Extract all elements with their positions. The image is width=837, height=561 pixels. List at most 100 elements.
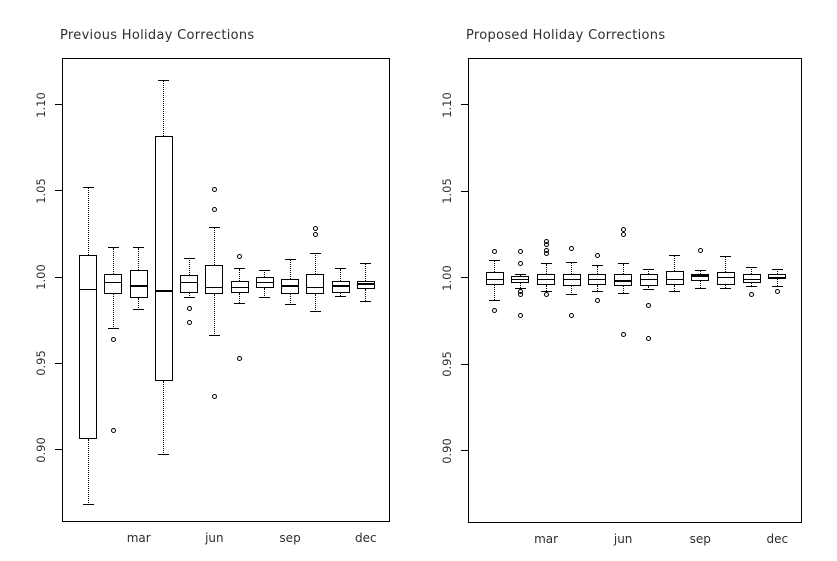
outlier-point xyxy=(211,207,217,213)
box-body xyxy=(614,274,633,287)
y-tick-label: 1.00 xyxy=(34,264,48,290)
outlier-point xyxy=(646,302,652,308)
whisker-lower xyxy=(622,286,624,294)
whisker-lower xyxy=(314,294,316,312)
outlier-point xyxy=(211,186,217,192)
whisker-cap-lower xyxy=(669,291,681,292)
box-body xyxy=(306,273,325,295)
whisker-lower xyxy=(264,287,266,298)
outlier-point xyxy=(594,297,600,303)
median-line xyxy=(716,276,735,279)
whisker-upper xyxy=(264,270,266,278)
whisker-cap-upper xyxy=(82,187,94,188)
y-tick-mark xyxy=(55,104,62,106)
outlier-point xyxy=(646,335,652,341)
median-line xyxy=(230,286,249,289)
median-line xyxy=(281,285,300,287)
y-tick-mark xyxy=(461,277,468,279)
whisker-cap-upper xyxy=(183,257,195,259)
plot-area-proposed: 0.90 0.95 1.00 1.05 1.10 mar jun sep dec xyxy=(440,58,802,546)
whisker-upper xyxy=(340,268,342,281)
chart-title-previous: Previous Holiday Corrections xyxy=(60,28,255,43)
y-tick-label: 1.05 xyxy=(440,178,454,205)
whisker-cap-upper xyxy=(284,259,296,261)
whisker-cap-lower xyxy=(259,297,271,299)
median-line xyxy=(511,278,530,281)
box-body xyxy=(154,135,173,381)
whisker-upper xyxy=(545,263,547,275)
x-tick-label: jun xyxy=(205,531,224,545)
outlier-point xyxy=(237,254,243,259)
median-line xyxy=(537,278,556,281)
median-line xyxy=(356,283,375,285)
box-body xyxy=(281,278,300,295)
outlier-point xyxy=(620,332,626,338)
whisker-lower xyxy=(365,289,367,302)
whisker-cap-lower xyxy=(694,287,706,289)
y-tick-label: 0.90 xyxy=(34,436,48,463)
whisker-upper xyxy=(188,258,190,276)
whisker-cap-lower xyxy=(234,302,246,304)
median-line xyxy=(331,285,350,287)
whisker-cap-upper xyxy=(771,268,783,270)
x-tick-label: sep xyxy=(689,532,711,546)
box-body xyxy=(104,273,123,295)
whisker-cap-lower xyxy=(284,304,296,306)
y-tick-label: 1.10 xyxy=(440,91,454,118)
median-line xyxy=(691,275,710,277)
box-body xyxy=(665,270,684,285)
whisker-lower xyxy=(239,292,241,304)
whisker-upper xyxy=(648,269,650,275)
whisker-cap-lower xyxy=(82,504,94,506)
x-tick-label: mar xyxy=(126,531,151,545)
y-tick-mark xyxy=(461,363,468,365)
y-tick-label: 1.05 xyxy=(34,178,48,204)
whisker-upper xyxy=(519,274,521,276)
whisker-cap-lower xyxy=(183,297,195,299)
x-tick-label: sep xyxy=(279,531,301,545)
median-line xyxy=(205,286,224,289)
whisker-upper xyxy=(751,267,753,275)
whisker-cap-upper xyxy=(259,269,271,271)
whisker-lower xyxy=(545,284,547,292)
whisker-cap-lower xyxy=(360,300,372,302)
whisker-lower xyxy=(674,284,676,292)
whisker-cap-upper xyxy=(514,273,526,275)
whisker-cap-lower xyxy=(566,294,578,296)
whisker-upper xyxy=(596,265,598,275)
outlier-point xyxy=(517,261,523,267)
y-tick-label: 1.00 xyxy=(440,264,454,291)
box-body xyxy=(768,274,787,280)
whisker-cap-upper xyxy=(566,261,578,263)
median-line xyxy=(639,278,658,281)
outlier-point xyxy=(110,428,116,434)
whisker-upper xyxy=(494,260,496,273)
median-line xyxy=(104,281,123,284)
whisker-lower xyxy=(188,292,190,298)
whisker-cap-upper xyxy=(591,265,603,267)
outlier-point xyxy=(211,393,217,399)
whisker-lower xyxy=(751,282,753,287)
outlier-point xyxy=(543,242,549,248)
plot-area-previous: 0.90 0.95 1.00 1.05 1.10 mar jun sep dec xyxy=(34,58,390,545)
x-tick-label: dec xyxy=(354,531,377,545)
whisker-cap-upper xyxy=(694,270,706,272)
outlier-point xyxy=(186,305,192,311)
whisker-lower xyxy=(648,286,650,290)
outlier-point xyxy=(492,308,498,313)
box-body xyxy=(742,274,761,283)
x-tick-label: dec xyxy=(766,532,789,546)
median-line xyxy=(79,288,98,291)
whisker-cap-lower xyxy=(643,289,655,291)
whisker-cap-lower xyxy=(746,285,758,287)
whisker-cap-upper xyxy=(746,266,758,268)
whisker-cap-lower xyxy=(514,287,526,289)
box-body xyxy=(230,280,249,293)
box-body xyxy=(716,272,735,285)
median-line xyxy=(306,286,325,289)
median-line xyxy=(180,281,199,284)
whisker-lower xyxy=(340,292,342,297)
median-line xyxy=(255,281,274,284)
outlier-point xyxy=(569,245,575,251)
whisker-lower xyxy=(138,297,140,310)
